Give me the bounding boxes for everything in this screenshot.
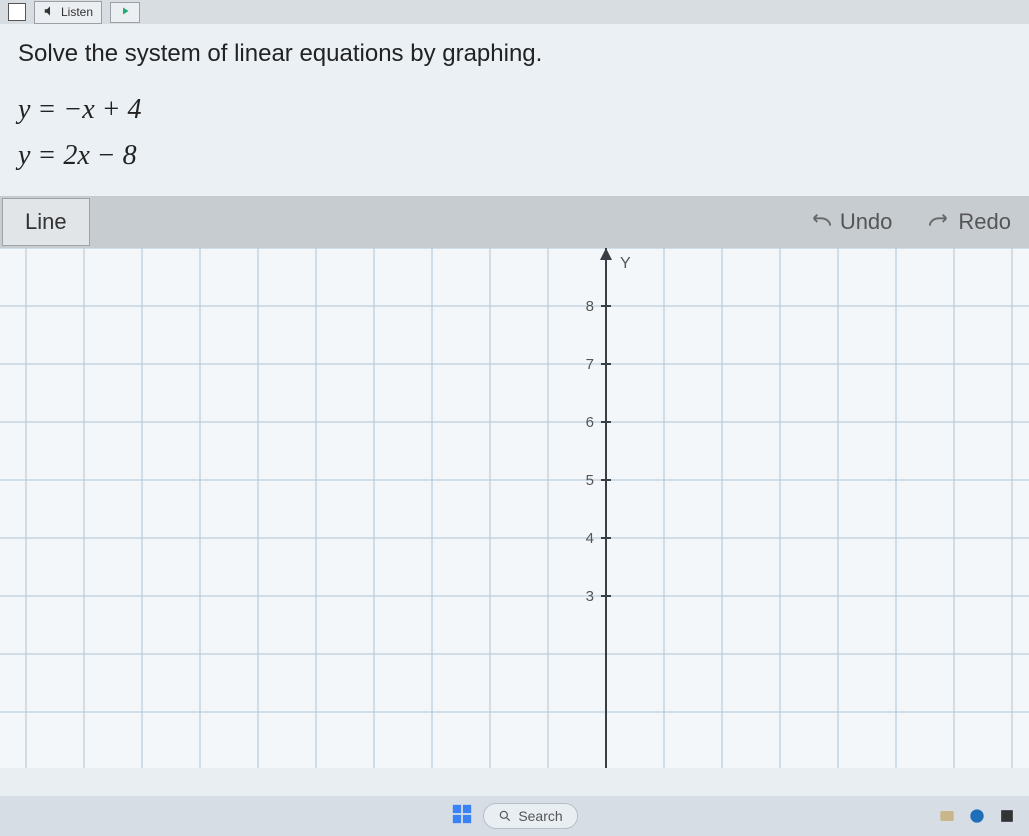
equation-1: y = −x + 4	[18, 94, 1011, 126]
question-area: Solve the system of linear equations by …	[0, 24, 1029, 196]
windows-taskbar: Search	[0, 796, 1029, 836]
windows-start-icon[interactable]	[451, 803, 473, 830]
svg-text:8: 8	[586, 298, 594, 315]
redo-icon	[928, 214, 950, 230]
svg-text:6: 6	[586, 414, 594, 431]
redo-label: Redo	[958, 209, 1011, 235]
svg-text:5: 5	[586, 472, 594, 489]
svg-text:4: 4	[586, 530, 594, 547]
svg-text:Y: Y	[620, 255, 631, 272]
search-icon	[498, 809, 512, 823]
listen-label: Listen	[61, 5, 93, 19]
line-tool-button[interactable]: Line	[2, 198, 90, 246]
tray-icon-2[interactable]	[967, 806, 987, 826]
graph-toolbar: Line Undo Redo	[0, 196, 1029, 248]
calculator-icon[interactable]	[8, 3, 26, 21]
tray-icon-3[interactable]	[997, 806, 1017, 826]
undo-label: Undo	[840, 209, 893, 235]
svg-text:7: 7	[586, 356, 594, 373]
speaker-icon	[43, 4, 57, 21]
top-toolbar: Listen	[0, 0, 1029, 24]
coordinate-grid[interactable]: Y 8 7 6 5 4 3	[0, 248, 1029, 768]
tray-icon-1[interactable]	[937, 806, 957, 826]
play-button[interactable]	[110, 2, 140, 23]
taskbar-search[interactable]: Search	[483, 803, 577, 829]
taskbar-tray	[937, 806, 1017, 826]
play-icon	[119, 5, 131, 20]
redo-button[interactable]: Redo	[910, 201, 1029, 243]
question-prompt: Solve the system of linear equations by …	[18, 40, 1011, 68]
listen-button[interactable]: Listen	[34, 1, 102, 24]
undo-button[interactable]: Undo	[792, 201, 911, 243]
search-placeholder: Search	[518, 808, 562, 824]
svg-text:3: 3	[586, 588, 594, 605]
grid-svg: Y 8 7 6 5 4 3	[0, 248, 1029, 768]
equation-2: y = 2x − 8	[18, 140, 1011, 172]
undo-icon	[810, 214, 832, 230]
